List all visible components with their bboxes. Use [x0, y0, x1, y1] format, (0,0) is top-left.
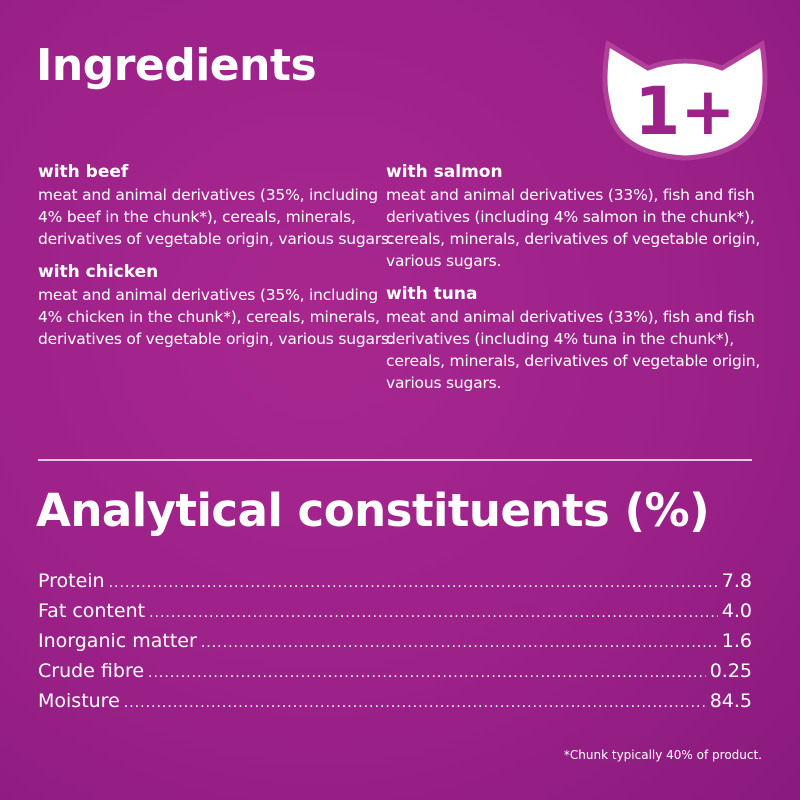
table-row: Crude fibre 0.25: [38, 656, 752, 686]
row-value: 1.6: [721, 630, 752, 652]
variant-text: meat and animal derivatives (35%, includ…: [38, 286, 394, 348]
analytical-table: Protein 7.8 Fat content 4.0 Inorganic matt…: [38, 566, 752, 716]
row-value: 84.5: [709, 690, 752, 712]
footnote: *Chunk typically 40% of product.: [563, 748, 762, 762]
ingredients-title: Ingredients: [36, 40, 317, 91]
analytical-title: Analytical constituents (%): [36, 484, 710, 537]
row-label: Protein: [38, 570, 105, 592]
table-row: Fat content 4.0: [38, 596, 752, 626]
variant-text: meat and animal derivatives (35%, includ…: [38, 186, 394, 248]
ingredients-left-column: with beef meat and animal derivatives (3…: [38, 162, 398, 362]
dot-leader: [201, 628, 718, 658]
dot-leader: [149, 598, 718, 628]
cat-age-badge-icon: 1+: [602, 39, 768, 161]
row-value: 0.25: [709, 660, 752, 682]
variant-name: with chicken: [38, 262, 159, 282]
dot-leader: [109, 568, 718, 598]
table-row: Inorganic matter 1.6: [38, 626, 752, 656]
row-label: Fat content: [38, 600, 146, 622]
badge-text: 1+: [634, 73, 735, 150]
variant-text: meat and animal derivatives (33%), fish …: [386, 308, 761, 392]
row-label: Inorganic matter: [38, 630, 197, 652]
row-label: Moisture: [38, 690, 120, 712]
table-row: Moisture 84.5: [38, 686, 752, 716]
variant-name: with beef: [38, 162, 129, 182]
dot-leader: [124, 688, 706, 718]
variant-name: with tuna: [386, 284, 478, 304]
row-value: 7.8: [721, 570, 752, 592]
table-row: Protein 7.8: [38, 566, 752, 596]
variant-text: meat and animal derivatives (33%), fish …: [386, 186, 761, 270]
row-label: Crude fibre: [38, 660, 145, 682]
row-value: 4.0: [721, 600, 752, 622]
divider: [38, 459, 752, 461]
ingredients-right-column: with salmon meat and animal derivatives …: [386, 162, 766, 406]
variant-name: with salmon: [386, 162, 503, 182]
dot-leader: [148, 658, 706, 688]
